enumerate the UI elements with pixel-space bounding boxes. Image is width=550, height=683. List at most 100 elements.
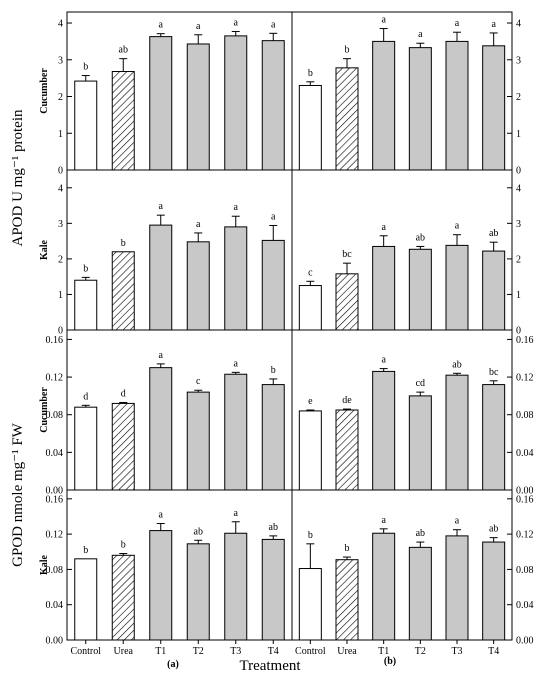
bar [149,224,173,331]
row-label: Kale [39,554,50,575]
y-tick-label: 1 [516,290,521,301]
chart-panel-b-4: b b a ab a ab 0.00 0.04 0.08 0.12 0.16 Control Urea T… [291,489,534,657]
y-tick-label: 4 [58,183,63,194]
bar [298,285,322,331]
bar [482,45,506,171]
y-tick-label: 4 [58,19,63,30]
y-tick-label: 1 [516,129,521,140]
significance-letter: b [83,263,88,274]
significance-letter: b [121,238,126,249]
x-tick-label: Control [295,646,326,657]
significance-letter: b [83,62,88,73]
significance-letter: a [234,202,239,213]
chart-panel-b-2: c bc a ab a ab 0 1 2 3 4 [291,169,521,337]
bar [74,558,98,641]
bar [408,248,432,331]
panel-label-a: (a) [167,659,179,670]
bar [261,239,285,331]
bar [74,406,98,491]
significance-letter: ab [452,359,461,370]
y-tick-label: 0.16 [516,494,534,505]
significance-letter: ab [489,524,498,535]
bar [482,541,506,641]
chart-panel-b-1: b b a a a a 0 1 2 3 4 [291,11,521,177]
bar [74,279,98,331]
plot-frame [66,329,293,491]
bar [372,245,396,331]
bar [445,40,469,171]
plot-frame [291,169,513,331]
plot-frame [291,329,513,491]
significance-letter: a [455,516,460,527]
bar [111,554,135,641]
significance-letter: ab [416,528,425,539]
y-tick-label: 0.16 [46,335,64,346]
significance-letter: c [196,376,201,387]
significance-letter: a [418,29,423,40]
x-tick-label: T3 [230,646,241,657]
significance-letter: b [345,45,350,56]
y-tick-label: 3 [516,219,521,230]
significance-letter: a [455,221,460,232]
bar [186,391,210,491]
y-tick-label: 0.16 [46,494,64,505]
y-tick-label: 0.16 [516,335,534,346]
significance-letter: de [342,395,352,406]
significance-letter: a [159,201,164,212]
bar [186,543,210,641]
bar [335,67,359,171]
bar [149,367,173,491]
y-tick-label: 0.08 [516,410,534,421]
plot-frame [66,169,293,331]
significance-letter: ab [416,232,425,243]
y-axis-label-gpod: GPOD nmole mg⁻¹ FW [10,422,26,567]
row-label: Kale [39,239,50,260]
bar [408,395,432,491]
bar [445,244,469,331]
bar [335,409,359,491]
significance-letter: b [271,365,276,376]
y-tick-label: 3 [58,219,63,230]
plot-frame [291,489,513,641]
significance-letter: bc [489,367,499,378]
significance-letter: bc [342,249,352,260]
significance-letter: a [381,222,386,233]
significance-letter: b [308,68,313,79]
significance-letter: d [121,388,126,399]
y-tick-label: 0.00 [46,636,64,647]
x-tick-label: T2 [193,646,204,657]
chart-panel-a-2: b b a a a a 0 1 2 3 4 Kale [39,169,293,337]
chart-panel-a-1: b ab a a a a 0 1 2 3 4 Cucumber [39,11,293,177]
chart-panel-a-3: d d a c a b 0.00 0.04 0.08 0.12 0.16 Cucumber [39,329,293,497]
x-tick-label: Control [70,646,101,657]
bar [224,532,248,641]
bar [111,71,135,171]
bar [74,80,98,171]
bar [372,370,396,491]
significance-letter: a [159,350,164,361]
significance-letter: c [308,267,313,278]
significance-letter: a [196,219,201,230]
significance-letter: a [271,19,276,30]
plot-frame [66,489,293,641]
significance-letter: a [196,21,201,32]
significance-letter: a [381,15,386,26]
x-tick-label: T4 [268,646,279,657]
row-label: Cucumber [39,68,50,114]
bar [261,538,285,641]
y-tick-label: 2 [58,254,63,265]
y-tick-label: 0.04 [46,448,64,459]
x-tick-label: Urea [114,646,134,657]
bar [482,384,506,491]
plot-frame [291,11,513,171]
row-label: Cucumber [39,387,50,433]
significance-letter: a [159,510,164,521]
bar [372,532,396,641]
significance-letter: a [234,508,239,519]
significance-letter: a [381,515,386,526]
significance-letter: e [308,396,313,407]
bar [372,40,396,171]
y-tick-label: 0.08 [46,410,64,421]
